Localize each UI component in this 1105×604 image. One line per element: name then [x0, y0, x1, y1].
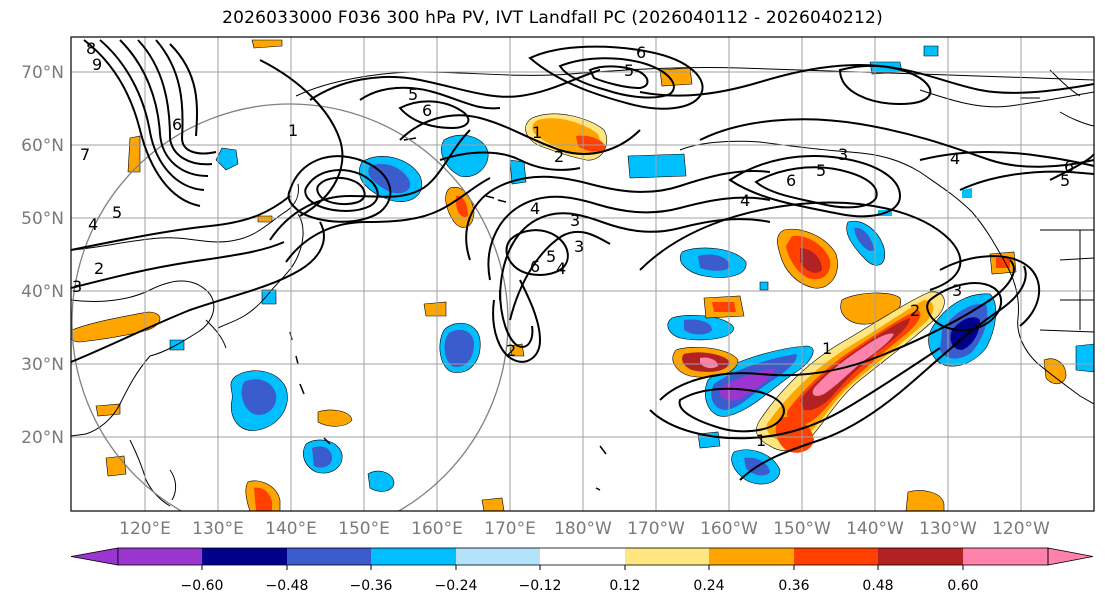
contour-label: 3	[570, 211, 580, 230]
contour-label: 5	[546, 247, 556, 266]
colorbar-segment	[118, 548, 202, 565]
contour-label: 3	[838, 145, 848, 164]
contour-label: 2	[910, 301, 920, 320]
longitude-label: 170°W	[627, 519, 685, 539]
contour-label: 1	[288, 121, 298, 140]
latitude-label: 60°N	[21, 136, 64, 156]
longitude-label: 120°E	[119, 519, 171, 539]
colorbar-segment	[878, 548, 963, 565]
contour-label: 6	[422, 101, 432, 120]
contour-label: 4	[88, 215, 98, 234]
contour-label: 6	[530, 257, 540, 276]
contour-label: 6	[786, 171, 796, 190]
colorbar-tick-label: −0.24	[435, 578, 478, 594]
colorbar-tick-label: −0.12	[519, 578, 562, 594]
contour-label: 4	[950, 149, 960, 168]
colorbar-tick-label: 0.12	[609, 578, 640, 594]
colorbar-segment	[540, 548, 625, 565]
colorbar-segment	[963, 548, 1048, 565]
colorbar-tick-label: 0.24	[693, 578, 724, 594]
longitude-label: 130°E	[192, 519, 244, 539]
longitude-label: 180°W	[554, 519, 612, 539]
contour-label: 4	[530, 199, 540, 218]
colorbar-tick-label: −0.60	[181, 578, 224, 594]
map-frame	[70, 36, 1095, 512]
map-title: 2026033000 F036 300 hPa PV, IVT Landfall…	[222, 8, 883, 28]
latitude-label: 70°N	[21, 63, 64, 83]
colorbar-segment	[794, 548, 878, 565]
longitude-label: 160°E	[411, 519, 463, 539]
contour-label: 3	[574, 237, 584, 256]
longitude-label: 140°W	[846, 519, 904, 539]
contour-label: 5	[408, 85, 418, 104]
contour-labels: 9 8 7 6 5 4 3 2 1 6 5 4 3 2 1 5 6 6 5 4 …	[72, 39, 1074, 450]
contour-label: 1	[756, 431, 766, 450]
contour-label: 3	[952, 281, 962, 300]
colorbar-tick-label: −0.48	[266, 578, 309, 594]
latitude-axis: 70°N 60°N 50°N 40°N 30°N 20°N	[21, 63, 64, 448]
colorbar-tick-label: 0.60	[947, 578, 978, 594]
contour-label: 4	[740, 191, 750, 210]
longitude-axis: 120°E 130°E 140°E 150°E 160°E 170°E 180°…	[119, 519, 1050, 539]
colorbar-tick-label: 0.36	[778, 578, 809, 594]
contour-label: 2	[554, 147, 564, 166]
contour-label: 1	[532, 123, 542, 142]
longitude-label: 140°E	[265, 519, 317, 539]
longitude-label: 150°W	[773, 519, 831, 539]
latitude-label: 50°N	[21, 209, 64, 229]
longitude-label: 160°W	[700, 519, 758, 539]
colorbar-segment	[287, 548, 371, 565]
coastlines	[71, 66, 1094, 507]
gridlines	[71, 37, 1094, 511]
contour-label: 2	[506, 341, 516, 360]
colorbar-segment	[625, 548, 709, 565]
colorbar: −0.60 −0.48 −0.36 −0.24 −0.12 0.12 0.24 …	[70, 547, 1094, 594]
colorbar-frame	[117, 547, 1049, 566]
contour-label: 5	[816, 161, 826, 180]
colorbar-extension-low	[70, 547, 119, 566]
longitude-label: 120°W	[992, 519, 1050, 539]
colorbar-tick-label: −0.36	[350, 578, 393, 594]
contour-label: 4	[556, 259, 566, 278]
colorbar-segment	[202, 548, 287, 565]
contour-label: 3	[72, 277, 82, 296]
latitude-label: 40°N	[21, 282, 64, 302]
longitude-label: 170°E	[484, 519, 536, 539]
latitude-label: 20°N	[21, 428, 64, 448]
colorbar-tick-label: 0.48	[862, 578, 893, 594]
longitude-label: 150°E	[338, 519, 390, 539]
small-islands	[289, 137, 607, 491]
colorbar-extension-high	[1047, 547, 1094, 566]
longitude-label: 130°W	[919, 519, 977, 539]
contour-label: 5	[1060, 171, 1070, 190]
pv-contours	[71, 39, 1094, 481]
contour-label: 6	[636, 43, 646, 62]
contour-label: 5	[112, 203, 122, 222]
colorbar-segment	[456, 548, 540, 565]
contour-label: 7	[80, 145, 90, 164]
latitude-label: 30°N	[21, 355, 64, 375]
contour-label: 2	[94, 259, 104, 278]
contour-label: 1	[822, 339, 832, 358]
contour-label: 6	[1064, 157, 1074, 176]
positive-anomaly-shading	[71, 39, 1067, 511]
colorbar-segment	[371, 548, 456, 565]
contour-label: 6	[172, 115, 182, 134]
contour-label: 9	[92, 55, 102, 74]
contour-label: 8	[86, 39, 96, 58]
landfall-circle	[71, 103, 509, 511]
contour-label: 5	[624, 61, 634, 80]
colorbar-segment	[709, 548, 794, 565]
